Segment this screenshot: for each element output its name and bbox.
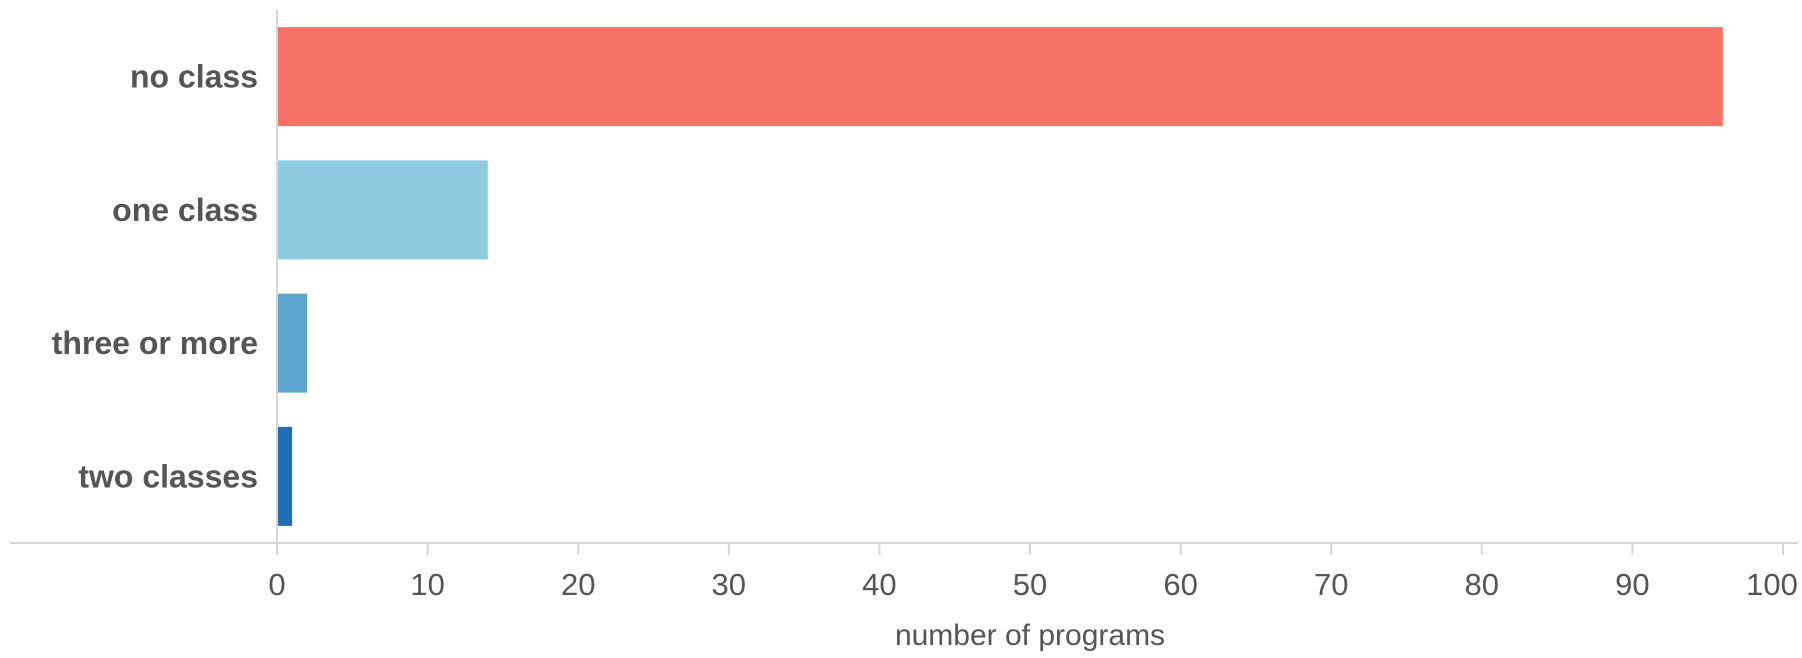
x-tick-label-100: 100: [1746, 567, 1798, 602]
x-tick-label-0: 0: [268, 567, 285, 602]
bar-three-or-more: [277, 293, 308, 393]
x-axis-title: number of programs: [895, 619, 1165, 652]
x-tick-label-10: 10: [410, 567, 444, 602]
category-label-three-or-more: three or more: [52, 325, 258, 361]
bar-no-class: [277, 27, 1723, 127]
x-tick-label-50: 50: [1013, 567, 1047, 602]
x-tick-label-20: 20: [561, 567, 595, 602]
category-labels: no class one class three or more two classe…: [52, 59, 258, 495]
bars-layer: [277, 27, 1723, 526]
x-axis-ticks: 0 10 20 30 40 50 60 70 80 90 100: [268, 543, 1798, 602]
category-label-no-class: no class: [130, 59, 258, 95]
x-tick-label-90: 90: [1615, 567, 1649, 602]
category-label-one-class: one class: [112, 192, 258, 228]
category-label-two-classes: two classes: [78, 458, 258, 494]
x-tick-label-40: 40: [862, 567, 896, 602]
x-tick-label-60: 60: [1163, 567, 1197, 602]
x-tick-label-30: 30: [712, 567, 746, 602]
x-tick-label-80: 80: [1465, 567, 1499, 602]
x-tick-label-70: 70: [1314, 567, 1348, 602]
bar-two-classes: [277, 426, 293, 526]
bar-one-class: [277, 160, 488, 260]
